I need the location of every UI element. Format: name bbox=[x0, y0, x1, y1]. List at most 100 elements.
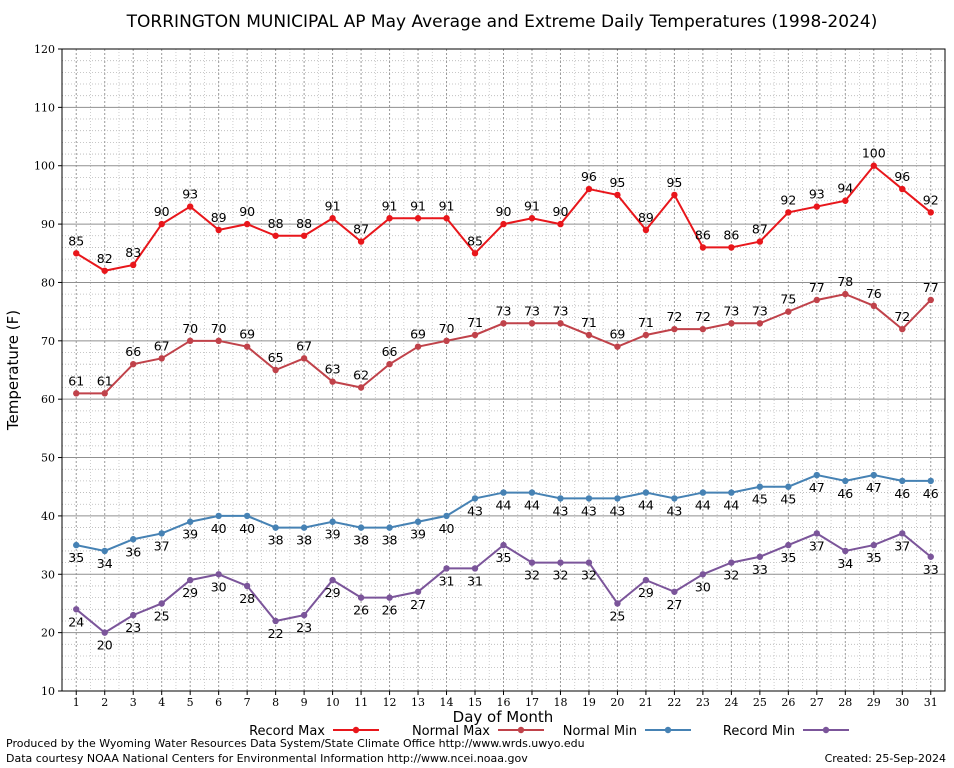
record-max-point bbox=[329, 215, 336, 222]
record-max-data-label: 93 bbox=[809, 187, 825, 202]
record-max-point bbox=[728, 244, 735, 251]
normal-min-data-label: 34 bbox=[97, 556, 113, 571]
x-tick-label: 17 bbox=[525, 696, 539, 709]
record-min-data-label: 24 bbox=[68, 614, 84, 629]
y-tick-label: 100 bbox=[34, 160, 55, 173]
record-min-data-label: 22 bbox=[268, 626, 284, 641]
normal-max-data-label: 71 bbox=[581, 315, 597, 330]
normal-max-data-label: 73 bbox=[524, 303, 540, 318]
record-max-data-label: 90 bbox=[239, 204, 255, 219]
normal-max-point bbox=[585, 331, 593, 339]
normal-max-data-label: 71 bbox=[638, 315, 654, 330]
normal-min-point bbox=[699, 489, 707, 496]
y-tick-label: 120 bbox=[34, 43, 55, 56]
normal-max-series: 61 61 66 67 70 70 69 65 67 63 62 66 69 70 71 73 73 73 71 69… bbox=[68, 274, 939, 397]
x-tick-label: 30 bbox=[895, 696, 909, 709]
normal-max-point bbox=[329, 378, 336, 385]
x-tick-label: 20 bbox=[610, 696, 624, 709]
record-min-point bbox=[870, 541, 877, 549]
y-tick-label: 40 bbox=[41, 510, 55, 523]
record-max-point bbox=[585, 185, 593, 193]
normal-min-data-label: 43 bbox=[666, 503, 682, 518]
normal-min-data-label: 40 bbox=[211, 521, 227, 536]
normal-max-data-label: 75 bbox=[780, 292, 796, 307]
record-max-data-label: 92 bbox=[923, 192, 939, 207]
normal-max-point bbox=[101, 390, 108, 397]
normal-min-point bbox=[842, 477, 849, 485]
record-max-data-label: 90 bbox=[154, 204, 170, 219]
normal-min-data-label: 38 bbox=[353, 533, 369, 548]
normal-min-data-label: 46 bbox=[923, 486, 939, 501]
normal-max-point bbox=[557, 320, 564, 327]
x-tick-label: 8 bbox=[272, 696, 279, 709]
record-min-series: 24 20 23 25 29 30 28 22 23 29 26 26 27 31 31 35 32 32 32 25… bbox=[68, 530, 939, 653]
record-min-point bbox=[813, 530, 821, 537]
normal-min-data-label: 47 bbox=[809, 480, 825, 495]
normal-max-point bbox=[73, 390, 80, 397]
record-min-data-label: 37 bbox=[809, 538, 825, 553]
record-max-data-label: 86 bbox=[723, 227, 739, 242]
record-min-data-label: 35 bbox=[496, 550, 512, 565]
normal-max-point bbox=[215, 337, 222, 345]
record-max-point bbox=[842, 197, 849, 204]
normal-min-point bbox=[899, 477, 906, 485]
record-min-data-label: 35 bbox=[866, 550, 882, 565]
normal-max-point bbox=[927, 296, 934, 304]
record-max-data-label: 96 bbox=[894, 169, 910, 184]
record-max-point bbox=[471, 250, 479, 257]
normal-max-data-label: 66 bbox=[382, 344, 398, 359]
record-max-point bbox=[130, 261, 137, 269]
record-min-data-label: 25 bbox=[609, 608, 625, 623]
chart-title: TORRINGTON MUNICIPAL AP May Average and … bbox=[126, 12, 878, 32]
normal-min-data-label: 44 bbox=[524, 498, 540, 513]
normal-min-point bbox=[73, 541, 80, 549]
record-max-data-label: 86 bbox=[695, 227, 711, 242]
record-min-data-label: 26 bbox=[382, 603, 398, 618]
normal-max-data-label: 61 bbox=[68, 373, 84, 388]
x-tick-label: 14 bbox=[440, 696, 454, 709]
record-min-point bbox=[927, 553, 934, 560]
normal-min-point bbox=[785, 483, 792, 490]
record-max-point bbox=[386, 215, 393, 222]
record-max-point bbox=[642, 226, 650, 234]
normal-min-point bbox=[243, 512, 251, 520]
normal-min-data-label: 45 bbox=[780, 492, 796, 507]
record-max-point bbox=[557, 220, 564, 228]
record-max-data-label: 91 bbox=[439, 198, 455, 213]
record-max-point bbox=[528, 215, 536, 222]
normal-max-legend-marker bbox=[517, 726, 525, 734]
record-max-point bbox=[243, 220, 251, 228]
normal-min-point bbox=[528, 489, 536, 496]
record-min-data-label: 23 bbox=[296, 620, 312, 635]
record-min-data-label: 37 bbox=[894, 538, 910, 553]
normal-max-point bbox=[870, 302, 877, 309]
x-tick-label: 16 bbox=[497, 696, 511, 709]
record-min-point bbox=[728, 559, 735, 566]
normal-min-data-label: 38 bbox=[296, 533, 312, 548]
record-min-point bbox=[300, 611, 308, 619]
normal-min-data-label: 39 bbox=[410, 527, 426, 542]
record-min-point bbox=[243, 582, 251, 590]
y-tick-label: 20 bbox=[41, 627, 55, 640]
record-min-point bbox=[357, 594, 365, 601]
normal-min-point bbox=[443, 512, 450, 520]
normal-max-point bbox=[842, 290, 849, 298]
record-max-data-label: 92 bbox=[780, 192, 796, 207]
record-min-data-label: 32 bbox=[581, 568, 597, 583]
normal-min-data-label: 47 bbox=[866, 480, 882, 495]
x-tick-label: 27 bbox=[810, 696, 824, 709]
record-max-legend-label: Record Max bbox=[249, 724, 325, 739]
x-tick-label: 13 bbox=[411, 696, 425, 709]
normal-min-point bbox=[414, 518, 422, 525]
record-max-data-label: 87 bbox=[353, 222, 369, 237]
normal-min-data-label: 39 bbox=[325, 527, 341, 542]
normal-max-data-label: 70 bbox=[182, 321, 198, 336]
record-max-series: 85 82 83 90 93 89 90 88 88 91 87 91 91 91 85 90 91 90 96 95… bbox=[68, 146, 939, 274]
record-max-data-label: 88 bbox=[268, 216, 284, 231]
normal-min-point bbox=[386, 524, 393, 531]
normal-max-data-label: 70 bbox=[439, 321, 455, 336]
normal-max-data-label: 63 bbox=[325, 362, 341, 377]
normal-min-data-label: 43 bbox=[467, 503, 483, 518]
record-max-data-label: 96 bbox=[581, 169, 597, 184]
